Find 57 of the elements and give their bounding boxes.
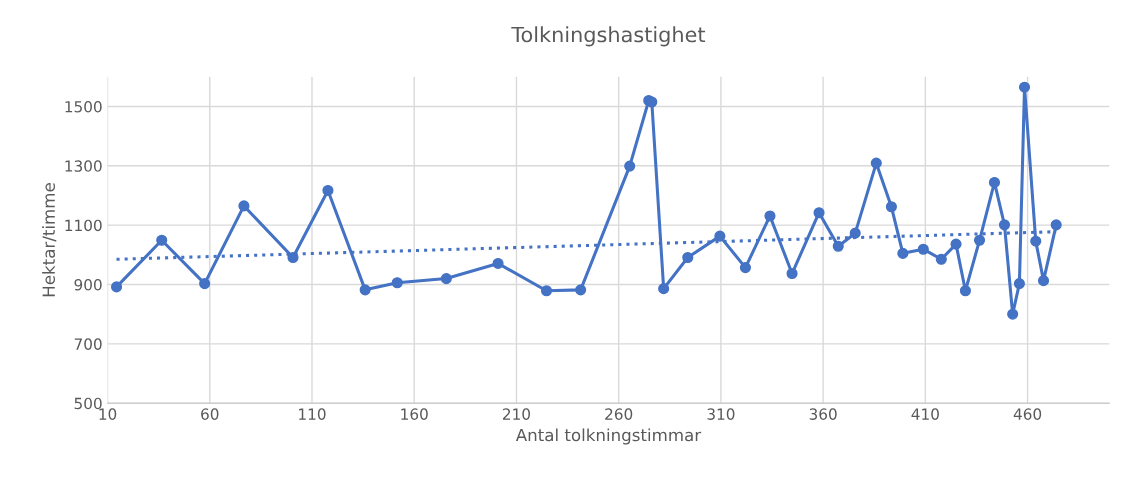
point xyxy=(870,157,882,169)
point xyxy=(658,283,670,295)
point xyxy=(917,243,929,255)
point xyxy=(1013,278,1025,290)
point xyxy=(714,230,726,242)
y-tick-label: 1500 xyxy=(65,100,102,113)
point xyxy=(110,281,123,293)
y-tick-label: 700 xyxy=(74,338,102,350)
x-axis-title: Antal tolkningstimmar xyxy=(515,428,702,445)
point xyxy=(786,267,798,280)
y-tick-label: 900 xyxy=(74,278,102,291)
x-tick-label: 110 xyxy=(299,408,326,420)
point xyxy=(322,184,334,197)
point xyxy=(575,284,587,296)
point xyxy=(832,240,844,252)
point xyxy=(988,176,1001,188)
x-tick-label: 60 xyxy=(201,408,219,420)
x-tick-label: 410 xyxy=(911,408,939,420)
x-tick-label: 360 xyxy=(809,408,837,420)
point xyxy=(1037,275,1050,287)
point xyxy=(540,285,553,297)
point xyxy=(238,200,250,212)
y-tick-label: 1300 xyxy=(65,160,102,172)
y-tick-label: 500 xyxy=(74,397,102,410)
point xyxy=(764,210,776,222)
point xyxy=(813,207,825,219)
x-tick-label: 10 xyxy=(99,408,117,420)
point xyxy=(391,277,403,289)
point xyxy=(1050,219,1062,231)
point xyxy=(739,262,751,274)
y-axis-title: Hektar/timme xyxy=(42,183,57,297)
point xyxy=(998,219,1011,231)
y-tick-label: 1100 xyxy=(65,219,102,232)
point xyxy=(287,251,299,264)
point xyxy=(959,285,971,297)
point xyxy=(1018,81,1031,93)
point xyxy=(973,234,986,246)
x-tick-label: 260 xyxy=(605,408,633,420)
x-tick-label: 460 xyxy=(1013,408,1042,420)
point xyxy=(849,227,861,239)
point xyxy=(885,201,897,213)
point xyxy=(950,238,962,250)
point xyxy=(156,234,168,246)
x-tick-label: 310 xyxy=(707,408,735,420)
point xyxy=(359,284,371,296)
point xyxy=(199,278,211,290)
x-tick-label: 160 xyxy=(401,408,428,420)
x-tick-label: 210 xyxy=(502,408,531,420)
point xyxy=(682,251,694,264)
point xyxy=(440,273,452,285)
point xyxy=(1007,308,1019,320)
point xyxy=(492,257,504,269)
point xyxy=(1030,235,1042,247)
point xyxy=(897,247,909,259)
point xyxy=(935,253,947,265)
point xyxy=(624,160,636,172)
chart-title: Tolkningshastighet xyxy=(511,26,706,47)
